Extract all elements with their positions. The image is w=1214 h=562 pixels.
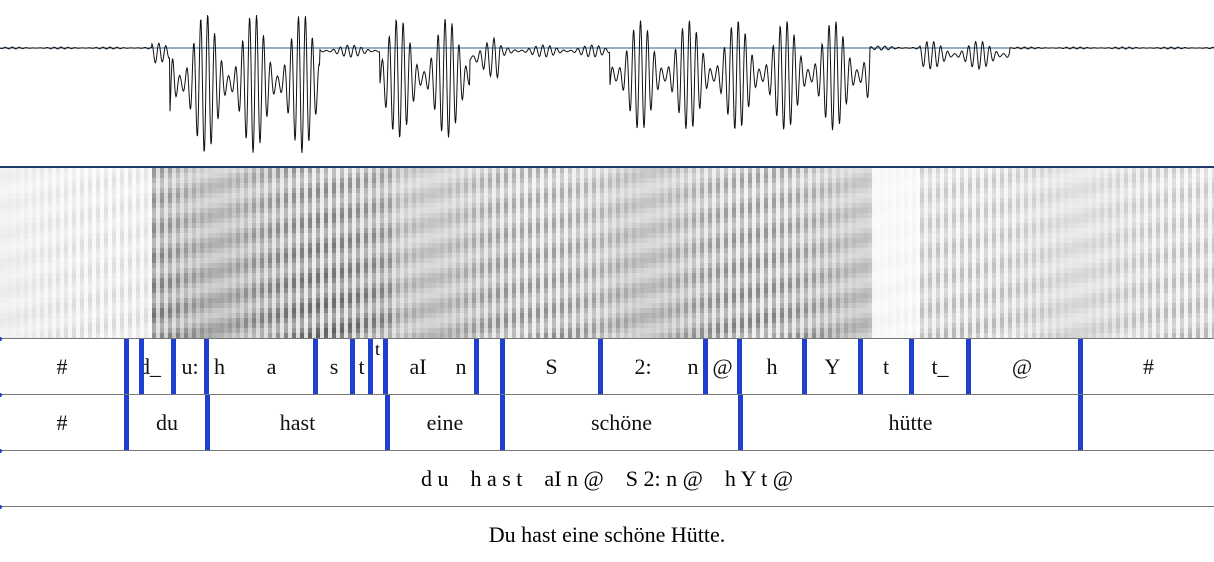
phone-boundary[interactable]	[139, 339, 144, 395]
phone-boundary[interactable]	[966, 339, 971, 395]
word-label: du	[156, 410, 178, 436]
phone-boundary[interactable]	[313, 339, 318, 395]
word-boundary[interactable]	[205, 395, 210, 451]
word-label: hütte	[889, 410, 933, 436]
word-tier[interactable]: # du hast eine schöne hütte	[0, 394, 1214, 451]
phone-label: t	[358, 354, 364, 380]
phone-superscript-label: t	[375, 339, 380, 360]
phone-boundary[interactable]	[368, 339, 373, 395]
word-segment[interactable]: hast	[210, 395, 385, 451]
phone-label: s	[330, 354, 339, 380]
word-label: hast	[280, 410, 315, 436]
word-segment[interactable]: du	[129, 395, 205, 451]
phone-segment[interactable]: @	[708, 339, 737, 395]
phone-segment[interactable]: Y	[807, 339, 858, 395]
phone-boundary[interactable]	[383, 339, 388, 395]
waveform-panel[interactable]	[0, 0, 1214, 168]
word-label: eine	[427, 410, 464, 436]
phone-label: @	[712, 354, 732, 380]
phone-segment[interactable]: t	[355, 339, 368, 395]
spectrogram-panel[interactable]	[0, 168, 1214, 338]
phone-label: aI	[409, 354, 426, 380]
phone-boundary[interactable]	[1078, 339, 1083, 395]
word-segment[interactable]	[1083, 395, 1214, 451]
word-segment[interactable]: schöne	[505, 395, 738, 451]
phone-segment[interactable]: S	[505, 339, 598, 395]
orthography-tier[interactable]: Du hast eine schöne Hütte.	[0, 506, 1214, 562]
phone-label: a	[267, 354, 277, 380]
phone-label: n	[456, 354, 467, 380]
phone-segment[interactable]: 2:	[603, 339, 683, 395]
phone-segment[interactable]: d_	[129, 339, 171, 395]
word-boundary[interactable]	[500, 395, 505, 451]
word-boundary[interactable]	[738, 395, 743, 451]
phone-segment[interactable]: t_	[914, 339, 966, 395]
phone-segment[interactable]: n	[448, 339, 474, 395]
phone-segment[interactable]: s	[318, 339, 350, 395]
orthography-text: Du hast eine schöne Hütte.	[489, 522, 725, 548]
phone-label: h	[214, 354, 225, 380]
phone-boundary[interactable]	[124, 339, 129, 395]
phone-label: n	[688, 354, 699, 380]
word-boundary[interactable]	[1078, 395, 1083, 451]
phone-label: t	[883, 354, 889, 380]
phone-boundary[interactable]	[171, 339, 176, 395]
phone-label: u:	[181, 354, 198, 380]
phone-boundary[interactable]	[802, 339, 807, 395]
word-segment[interactable]: hütte	[743, 395, 1078, 451]
word-segment[interactable]: eine	[390, 395, 500, 451]
transcription-text: d u h a s t aI n @ S 2: n @ h Y t @	[421, 466, 793, 492]
phone-segment[interactable]: h	[209, 339, 230, 395]
phone-label: Y	[825, 354, 841, 380]
phone-segment[interactable]: t	[863, 339, 909, 395]
transcription-tier[interactable]: d u h a s t aI n @ S 2: n @ h Y t @	[0, 450, 1214, 507]
phone-label: @	[1012, 354, 1032, 380]
phone-segment[interactable]: n	[683, 339, 703, 395]
phone-label: h	[767, 354, 778, 380]
word-segment[interactable]: #	[0, 395, 124, 451]
word-boundary[interactable]	[124, 395, 129, 451]
phone-boundary[interactable]	[737, 339, 742, 395]
spectrogram-cells	[0, 168, 1214, 338]
phone-segment[interactable]: aI	[388, 339, 448, 395]
tier-marker	[0, 449, 2, 453]
phone-boundary[interactable]	[909, 339, 914, 395]
phone-boundary[interactable]	[598, 339, 603, 395]
word-label: schöne	[591, 410, 652, 436]
phone-segment[interactable]: u:	[176, 339, 204, 395]
phone-label: S	[545, 354, 557, 380]
phone-segment[interactable]: #	[1083, 339, 1214, 395]
phone-boundary[interactable]	[500, 339, 505, 395]
phone-label: 2:	[634, 354, 651, 380]
word-boundary[interactable]	[385, 395, 390, 451]
phone-boundary[interactable]	[350, 339, 355, 395]
phone-segment[interactable]	[479, 339, 500, 395]
phone-segment[interactable]: h	[742, 339, 802, 395]
phone-label: #	[57, 354, 68, 380]
phone-segment[interactable]: a	[230, 339, 313, 395]
phone-boundary[interactable]	[858, 339, 863, 395]
phone-segment[interactable]: @	[966, 339, 1078, 395]
phone-segment[interactable]: #	[0, 339, 124, 395]
phone-boundary[interactable]	[703, 339, 708, 395]
phone-label: t_	[931, 354, 948, 380]
tier-marker	[0, 505, 2, 509]
phone-boundary[interactable]	[474, 339, 479, 395]
phone-boundary[interactable]	[204, 339, 209, 395]
waveform-trace	[0, 15, 1214, 153]
phone-label: #	[1143, 354, 1154, 380]
word-label: #	[57, 410, 68, 436]
